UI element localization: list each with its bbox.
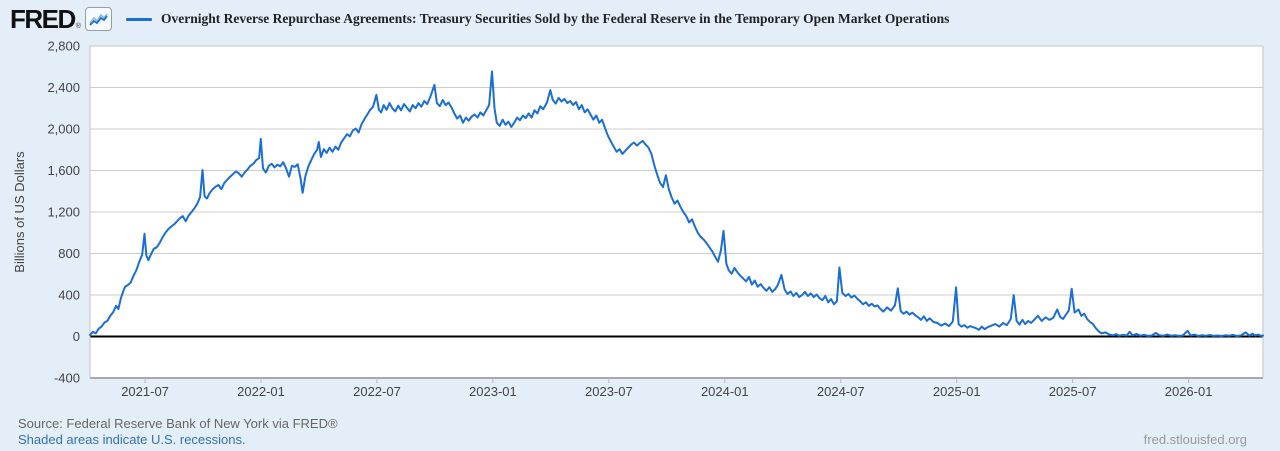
x-tick-label: 2022-07 xyxy=(353,384,401,399)
y-tick-label: 2,800 xyxy=(47,39,80,54)
x-tick-label: 2025-01 xyxy=(933,384,981,399)
x-tick-label: 2026-01 xyxy=(1165,384,1213,399)
y-tick-label: 0 xyxy=(73,329,80,344)
fred-logo[interactable]: FRED ® xyxy=(10,6,112,32)
x-tick-label: 2024-07 xyxy=(817,384,865,399)
y-tick-label: 2,000 xyxy=(47,122,80,137)
source-text: Source: Federal Reserve Bank of New York… xyxy=(18,416,338,431)
x-tick-label: 2022-01 xyxy=(237,384,285,399)
x-tick-label: 2023-01 xyxy=(469,384,517,399)
registered-trademark: ® xyxy=(75,23,81,30)
chart-header: FRED ® Overnight Reverse Repurchase Agre… xyxy=(0,0,1280,38)
x-tick-label: 2021-07 xyxy=(121,384,169,399)
y-tick-label: 400 xyxy=(58,288,80,303)
y-tick-label: 2,400 xyxy=(47,80,80,95)
site-link[interactable]: fred.stlouisfed.org xyxy=(1143,432,1247,447)
y-tick-label: 1,200 xyxy=(47,205,80,220)
y-tick-label: 800 xyxy=(58,246,80,261)
y-axis-title: Billions of US Dollars xyxy=(12,151,27,273)
chart-plot-area: 2,800 2,400 2,000 1,600 1,200 800 400 0 -400 2021… xyxy=(12,39,1264,399)
x-tick-label: 2025-07 xyxy=(1049,384,1097,399)
fred-graph-icon xyxy=(84,7,112,31)
recessions-note-link[interactable]: Shaded areas indicate U.S. recessions. xyxy=(18,431,246,447)
data-line-overnight-rrp xyxy=(89,70,1264,337)
series-title: Overnight Reverse Repurchase Agreements:… xyxy=(160,11,950,26)
y-tick-label: -400 xyxy=(54,371,80,386)
x-tick-label: 2023-07 xyxy=(585,384,633,399)
y-tick-label: 1,600 xyxy=(47,163,80,178)
chart-footer: Source: Federal Reserve Bank of New York… xyxy=(18,416,338,447)
legend-line-swatch xyxy=(125,17,152,21)
fred-logo-text: FRED xyxy=(10,4,76,34)
x-tick-label: 2024-01 xyxy=(701,384,749,399)
legend: Overnight Reverse Repurchase Agreements:… xyxy=(125,11,950,27)
